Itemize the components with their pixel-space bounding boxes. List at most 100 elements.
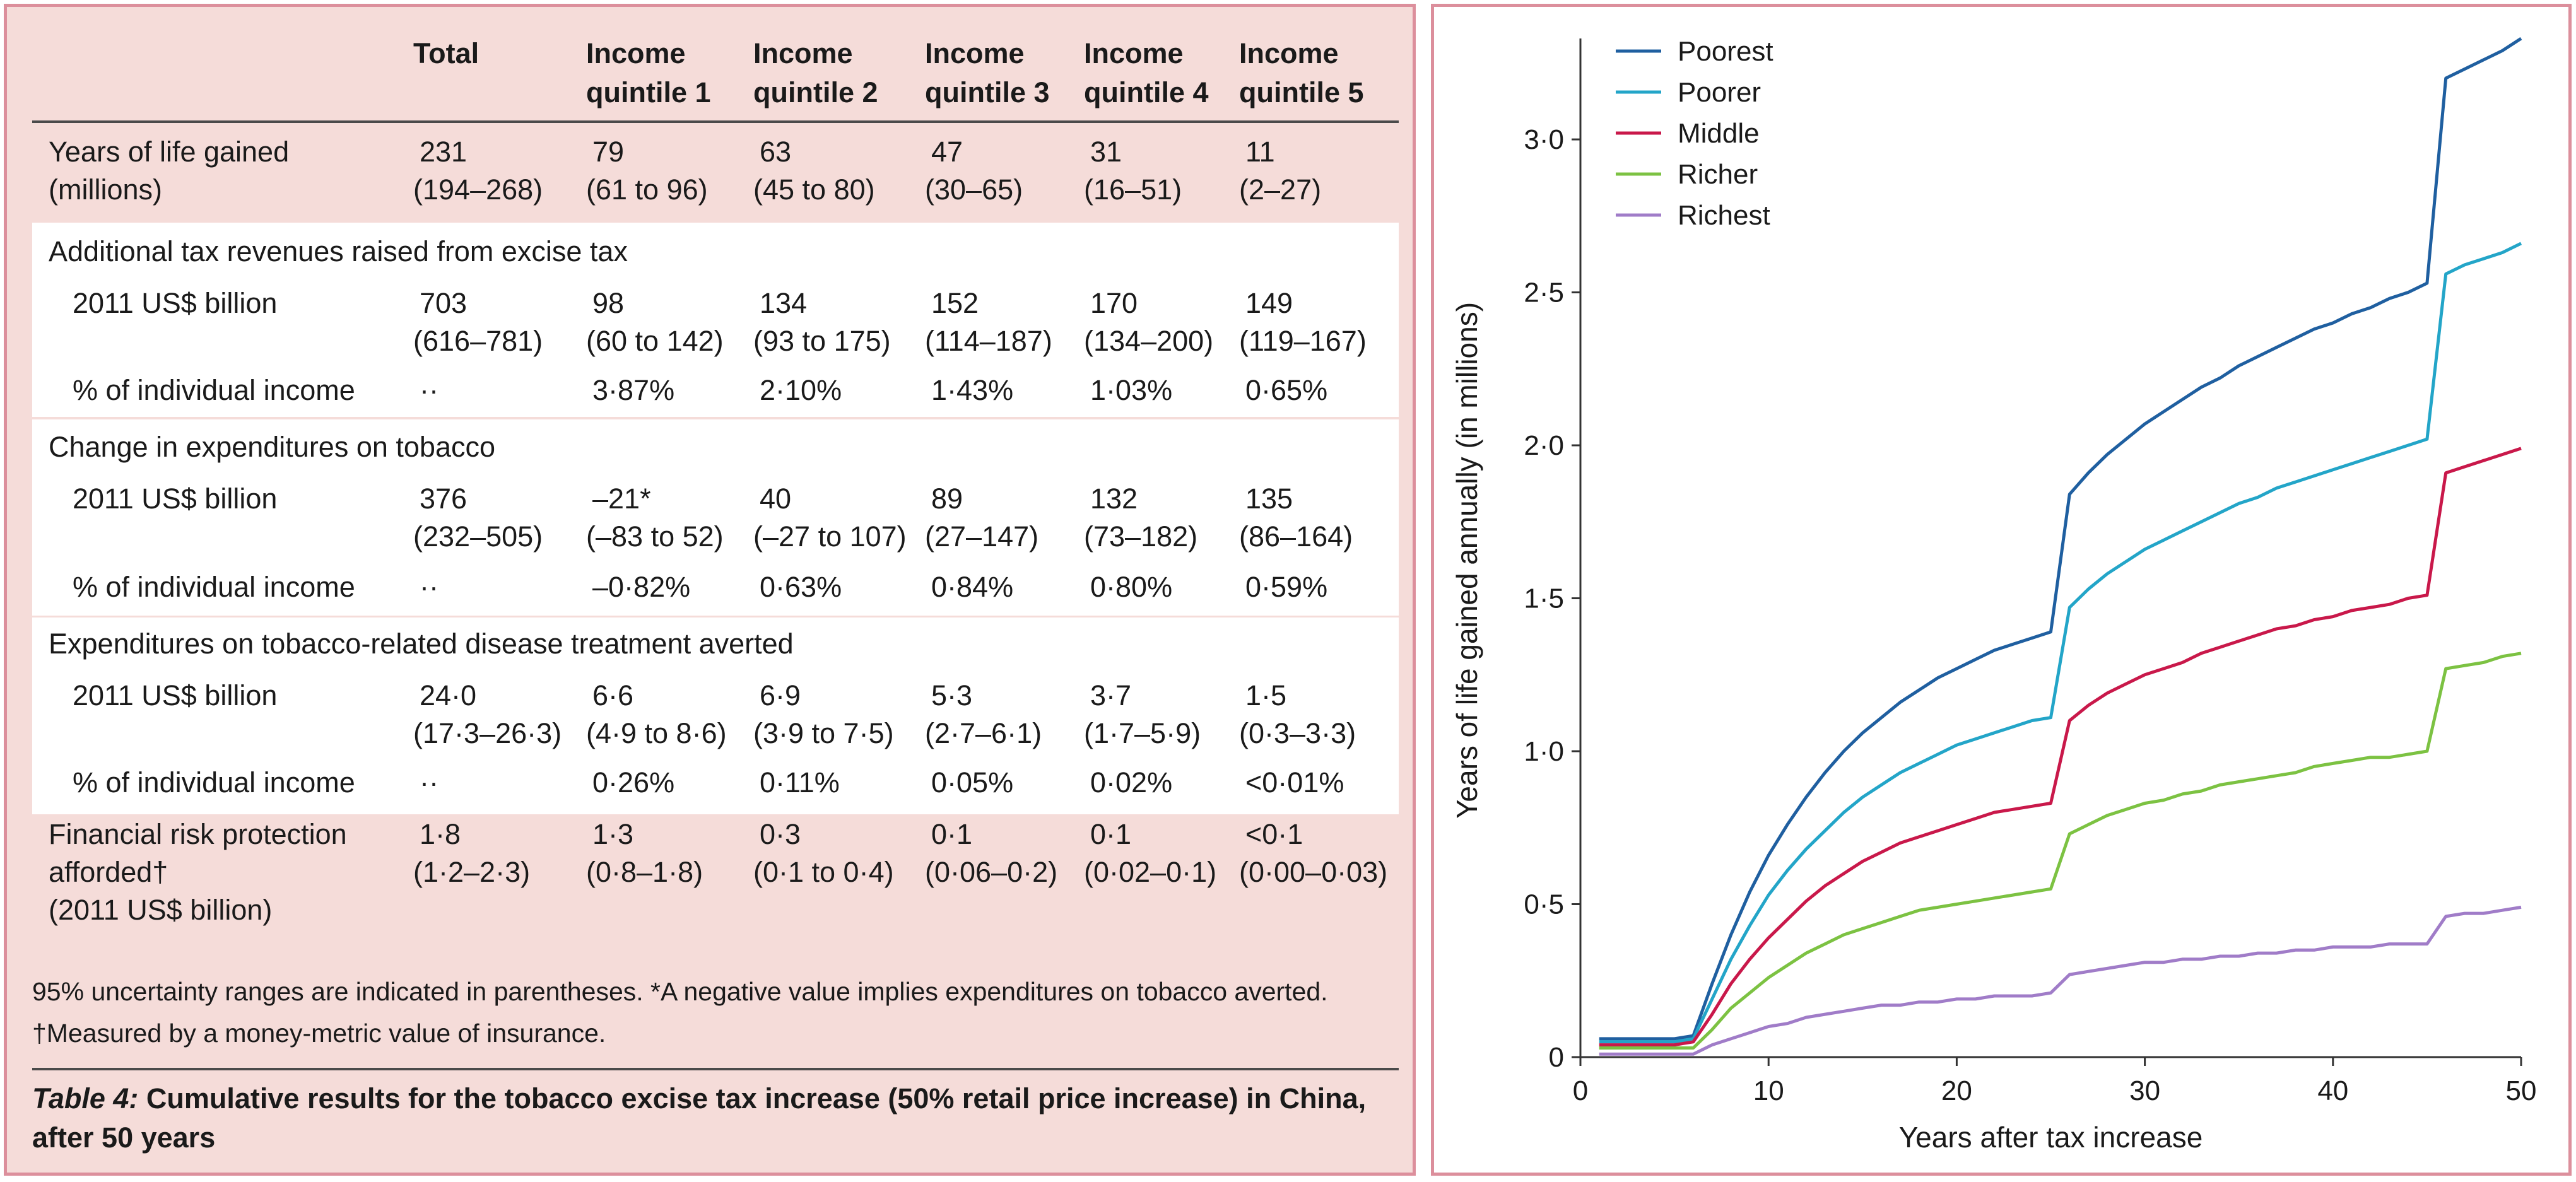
cell-value: –21* (592, 483, 651, 515)
row-label: 2011 US$ billion (73, 679, 278, 711)
table-section-band (32, 223, 1399, 417)
cell-range: (0·3–3·3) (1239, 717, 1356, 749)
cell-value: 6·6 (592, 679, 634, 711)
cell-value: 2·10% (760, 374, 842, 406)
cell-value: 3·7 (1090, 679, 1132, 711)
cell-value: 132 (1090, 483, 1138, 515)
section-heading: Change in expenditures on tobacco (49, 431, 496, 463)
series-line-richest (1599, 905, 2522, 1056)
y-tick-label: 2·0 (1524, 430, 1564, 461)
legend-label-poorer: Poorer (1678, 77, 1761, 108)
cell-value: 0·80% (1090, 571, 1173, 603)
cell-value: 0·1 (1090, 818, 1132, 850)
x-tick-label: 40 (2317, 1075, 2348, 1106)
cell-value: ·· (420, 766, 438, 799)
cell-range: (3·9 to 7·5) (753, 717, 894, 749)
caption-rule (32, 1068, 1399, 1070)
x-tick-label: 20 (1941, 1075, 1972, 1106)
cell-range: (4·9 to 8·6) (586, 717, 727, 749)
column-header: Income (1084, 37, 1184, 69)
column-header: Income (753, 37, 853, 69)
y-tick-label: 0 (1549, 1042, 1564, 1073)
row-label: Financial risk protection (49, 818, 347, 850)
cell-value: 135 (1245, 483, 1293, 515)
cell-value: 0·84% (931, 571, 1014, 603)
cell-value: 1·3 (592, 818, 634, 850)
y-axis-label: Years of life gained annually (in millio… (1450, 302, 1483, 819)
header-rule (32, 120, 1399, 123)
cell-value: 6·9 (760, 679, 801, 711)
row-label: 2011 US$ billion (73, 287, 278, 319)
cell-range: (–27 to 107) (753, 520, 907, 553)
series-line-poorer (1599, 242, 2522, 1044)
table-section-band (32, 419, 1399, 616)
cell-range: (194–268) (413, 173, 543, 206)
legend-label-richer: Richer (1678, 159, 1758, 190)
cell-value: <0·01% (1245, 766, 1344, 799)
x-tick-label: 50 (2506, 1075, 2537, 1106)
cell-range: (0·06–0·2) (925, 856, 1058, 888)
cell-value: 98 (592, 287, 625, 319)
y-tick-label: 3·0 (1524, 124, 1564, 155)
x-tick-label: 0 (1573, 1075, 1588, 1106)
cell-range: (134–200) (1084, 325, 1214, 357)
cell-range: (93 to 175) (753, 325, 891, 357)
cell-value: 152 (931, 287, 979, 319)
cell-range: (1·2–2·3) (413, 856, 531, 888)
footnote: 95% uncertainty ranges are indicated in … (32, 977, 1328, 1006)
caption-text: Cumulative results for the tobacco excis… (32, 1082, 1367, 1154)
cell-range: (–83 to 52) (586, 520, 724, 553)
column-header: Income (586, 37, 686, 69)
cell-range: (60 to 142) (586, 325, 724, 357)
cell-value: 11 (1245, 136, 1275, 168)
section-heading: Expenditures on tobacco-related disease … (49, 628, 794, 660)
y-tick-label: 2·5 (1524, 278, 1564, 308)
cell-range: (17·3–26·3) (413, 717, 562, 749)
cell-value: 1·8 (420, 818, 461, 850)
cell-value: 0·1 (931, 818, 973, 850)
column-header: quintile 2 (753, 76, 878, 108)
cell-value: 31 (1090, 136, 1122, 168)
cell-value: 170 (1090, 287, 1138, 319)
series-line-richer (1599, 652, 2522, 1050)
cell-value: 1·03% (1090, 374, 1173, 406)
row-label: (millions) (49, 173, 162, 206)
cell-value: 63 (760, 136, 792, 168)
cell-value: 89 (931, 483, 963, 515)
cell-range: (0·02–0·1) (1084, 856, 1217, 888)
cell-value: <0·1 (1245, 818, 1303, 850)
cell-value: 0·02% (1090, 766, 1173, 799)
cell-range: (1·7–5·9) (1084, 717, 1201, 749)
series-line-middle (1599, 447, 2522, 1047)
cell-value: –0·82% (592, 571, 691, 603)
series-line-poorest (1599, 37, 2522, 1041)
cell-range: (73–182) (1084, 520, 1198, 553)
cell-range: (616–781) (413, 325, 543, 357)
chart-panel: 0 0·5 1·0 1·5 2·0 2·5 3·0 0 10 20 30 40 50 Years afte… (1431, 4, 2572, 1176)
row-label: Years of life gained (49, 136, 290, 168)
cell-value: 1·43% (931, 374, 1014, 406)
cell-range: (27–147) (925, 520, 1039, 553)
cell-range: (16–51) (1084, 173, 1182, 206)
column-header: Income (925, 37, 1025, 69)
cell-value: 0·05% (931, 766, 1014, 799)
legend-label-middle: Middle (1678, 118, 1760, 149)
cell-value: 231 (420, 136, 468, 168)
row-label: 2011 US$ billion (73, 483, 278, 515)
cell-range: (0·8–1·8) (586, 856, 703, 888)
cell-range: (45 to 80) (753, 173, 875, 206)
cell-value: ·· (420, 374, 438, 406)
cell-range: (232–505) (413, 520, 543, 553)
row-label: % of individual income (73, 571, 355, 603)
cell-value: 149 (1245, 287, 1293, 319)
cell-value: 1·5 (1245, 679, 1287, 711)
cell-value: 40 (760, 483, 792, 515)
cell-value: 5·3 (931, 679, 973, 711)
caption-label: Table 4: (32, 1082, 139, 1115)
cell-value: 0·26% (592, 766, 675, 799)
y-tick-label: 1·0 (1524, 736, 1564, 767)
cell-value: 0·59% (1245, 571, 1328, 603)
cell-range: (114–187) (925, 325, 1052, 357)
line-chart: 0 0·5 1·0 1·5 2·0 2·5 3·0 0 10 20 30 40 50 Years afte… (1450, 36, 2537, 1154)
column-header: quintile 3 (925, 76, 1050, 108)
